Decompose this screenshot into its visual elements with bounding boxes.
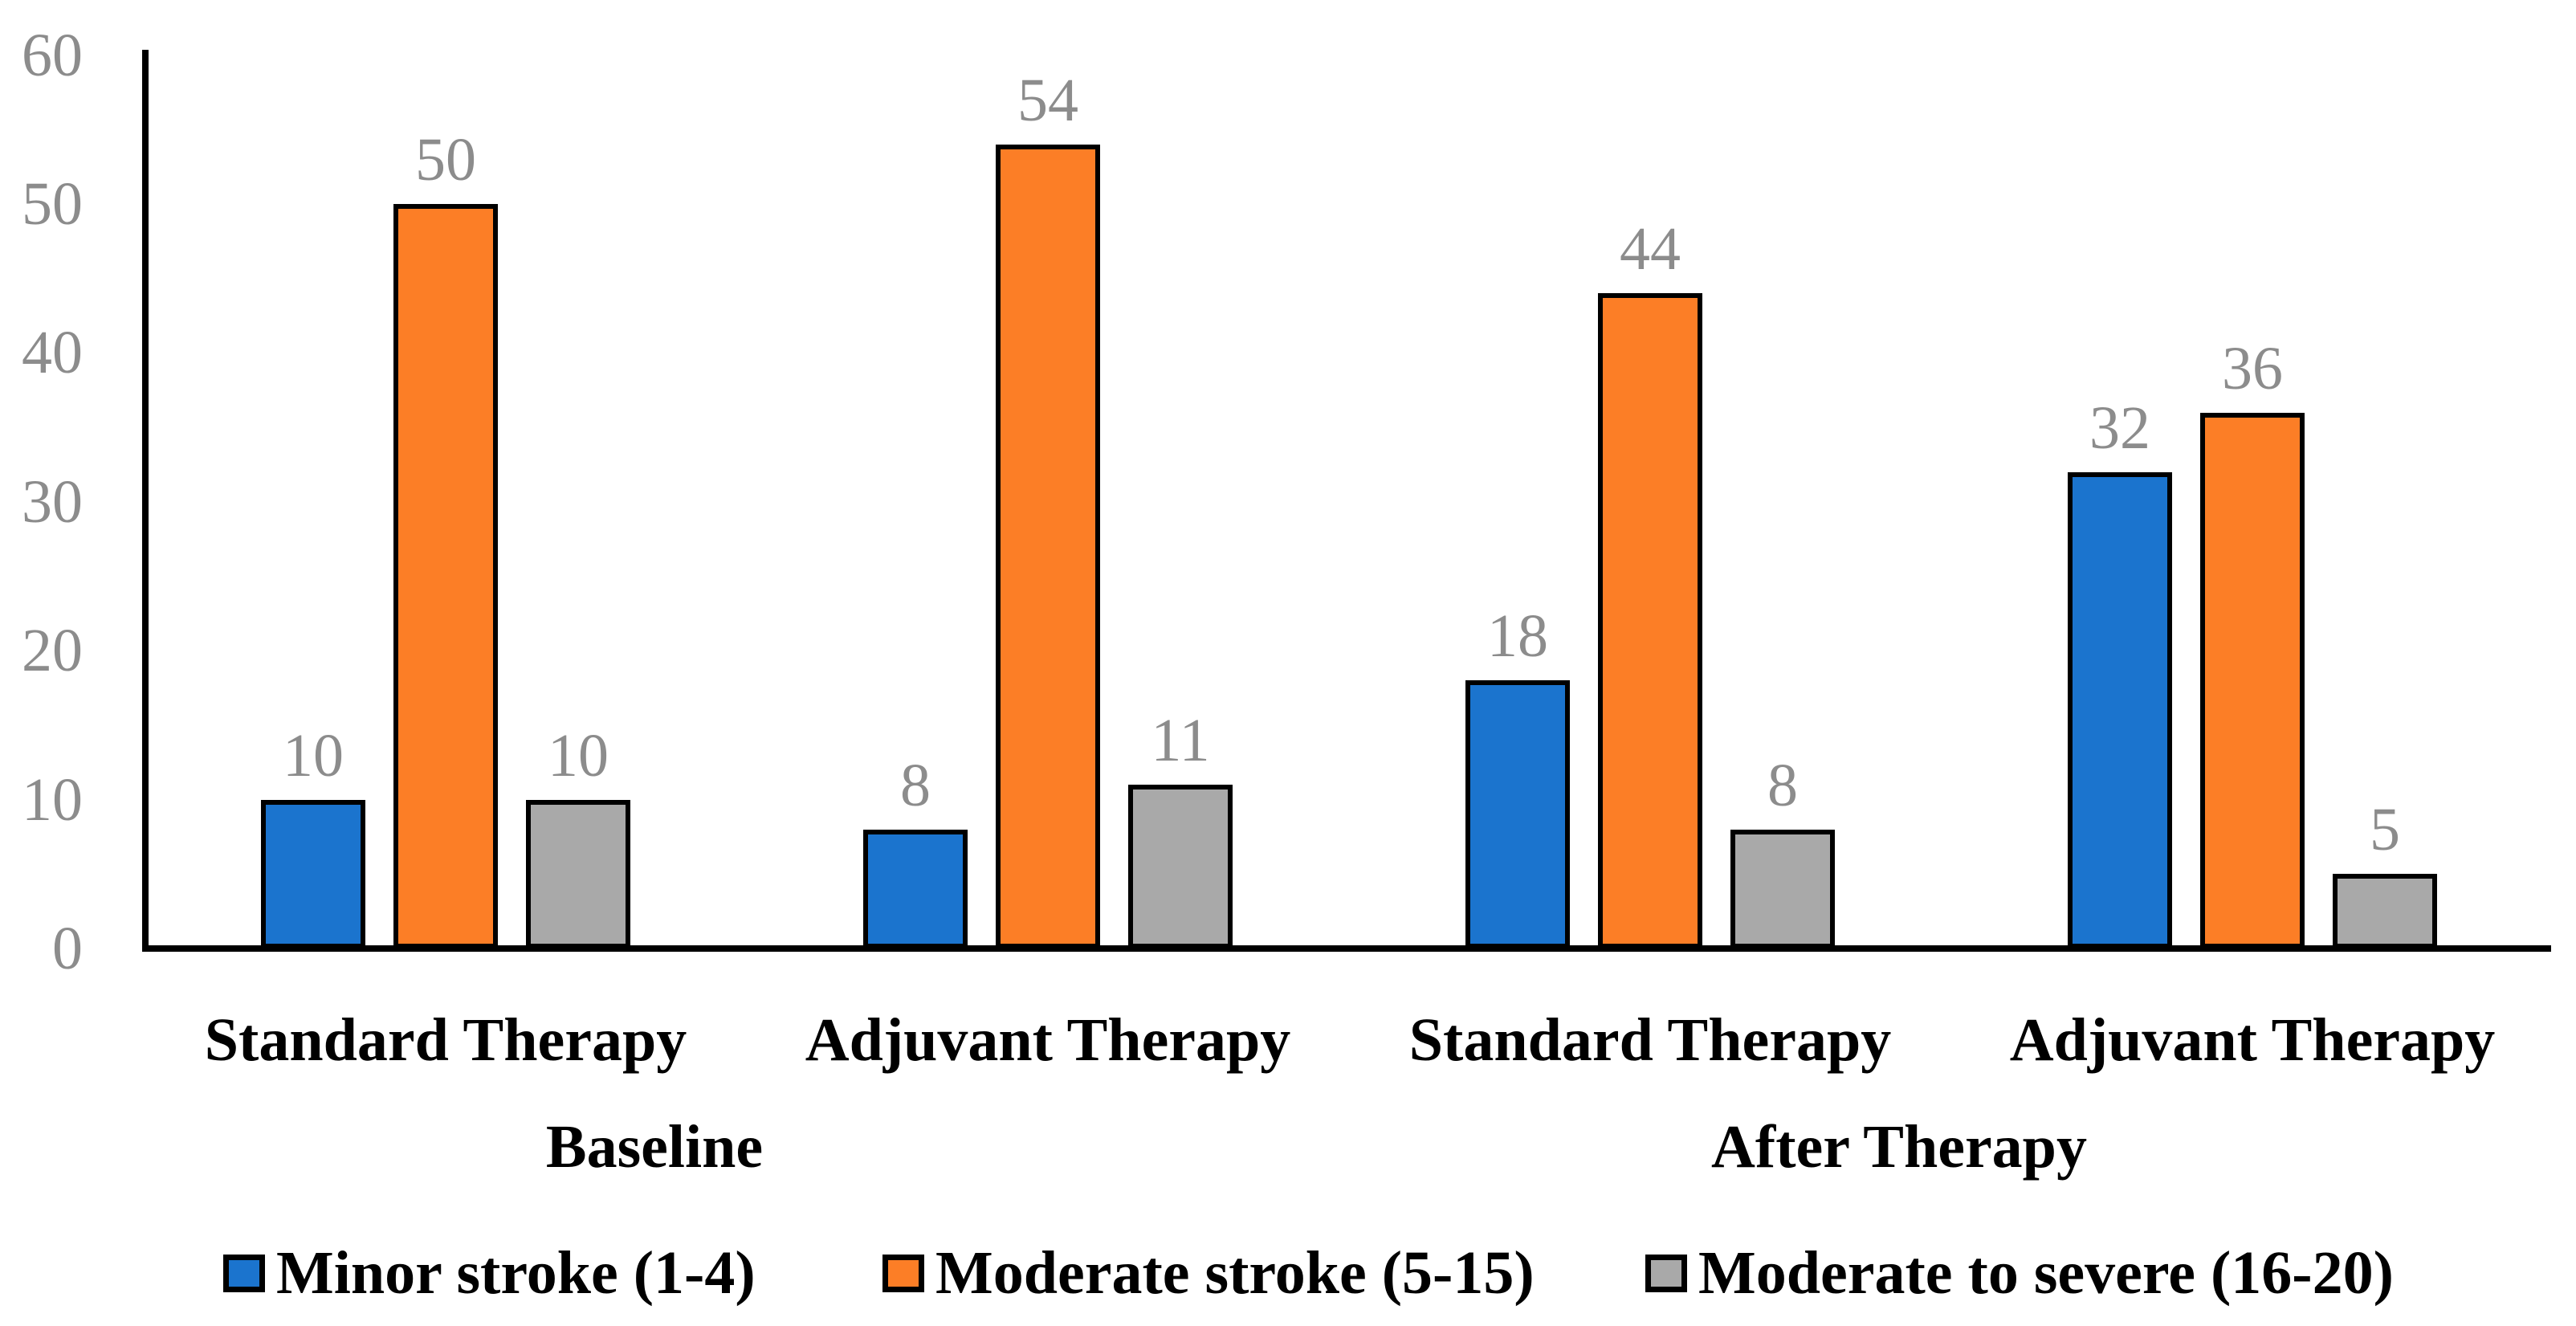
data-label-series2-group1: 11 [1151, 707, 1210, 775]
data-label-series2-group2: 8 [1767, 751, 1798, 819]
category-label-2: Standard Therapy [1408, 1006, 1892, 1074]
x-axis-line [142, 945, 2551, 952]
bar-series0-group1 [863, 829, 968, 949]
axis-group-label-1: After Therapy [1711, 1113, 2087, 1181]
bar-series0-group0 [261, 799, 365, 949]
y-tick-label-10: 10 [22, 765, 83, 834]
data-label-series1-group3: 36 [2222, 334, 2283, 402]
legend-label-moderate-severe: Moderate to severe (16-20) [1698, 1238, 2394, 1307]
data-label-series2-group3: 5 [2370, 796, 2400, 864]
bar-series1-group3 [2200, 412, 2305, 949]
legend-swatch-moderate-severe [1645, 1254, 1687, 1292]
bar-series2-group1 [1128, 785, 1233, 949]
y-tick-label-0: 0 [52, 915, 83, 982]
y-tick-label-50: 50 [22, 170, 83, 238]
category-label-0: Standard Therapy [204, 1006, 687, 1074]
bar-series1-group2 [1598, 293, 1702, 949]
bar-series2-group2 [1730, 829, 1835, 949]
legend-item-minor-stroke: Minor stroke (1-4) [223, 1233, 756, 1313]
y-tick-label-40: 40 [22, 319, 83, 387]
data-label-series1-group1: 54 [1017, 66, 1078, 134]
bar-series0-group2 [1465, 680, 1570, 949]
y-tick-label-30: 30 [22, 467, 83, 536]
bar-series1-group0 [393, 204, 498, 949]
bar-series2-group3 [2333, 874, 2437, 949]
axis-group-label-0: Baseline [545, 1113, 764, 1181]
data-label-series0-group1: 8 [900, 751, 931, 819]
legend-label-minor-stroke: Minor stroke (1-4) [276, 1238, 756, 1307]
data-label-series1-group0: 50 [415, 126, 476, 194]
data-label-series0-group0: 10 [283, 721, 344, 789]
bar-series2-group0 [526, 799, 630, 949]
y-axis-line [142, 50, 149, 952]
legend-swatch-minor-stroke [223, 1254, 265, 1292]
category-label-3: Adjuvant Therapy [2009, 1006, 2496, 1074]
bar-series0-group3 [2068, 471, 2172, 949]
data-label-series1-group2: 44 [1620, 215, 1681, 284]
y-tick-label-20: 20 [22, 617, 83, 685]
legend-swatch-moderate-stroke [882, 1254, 924, 1292]
data-label-series2-group0: 10 [548, 721, 609, 789]
data-label-series0-group3: 32 [2089, 394, 2150, 462]
legend-item-moderate-severe: Moderate to severe (16-20) [1645, 1233, 2394, 1313]
y-tick-label-60: 60 [22, 21, 83, 89]
category-label-1: Adjuvant Therapy [805, 1006, 1291, 1074]
data-label-series0-group2: 18 [1487, 602, 1548, 671]
bar-series1-group1 [996, 144, 1100, 949]
legend-item-moderate-stroke: Moderate stroke (5-15) [882, 1233, 1535, 1313]
legend-label-moderate-stroke: Moderate stroke (5-15) [935, 1238, 1535, 1307]
